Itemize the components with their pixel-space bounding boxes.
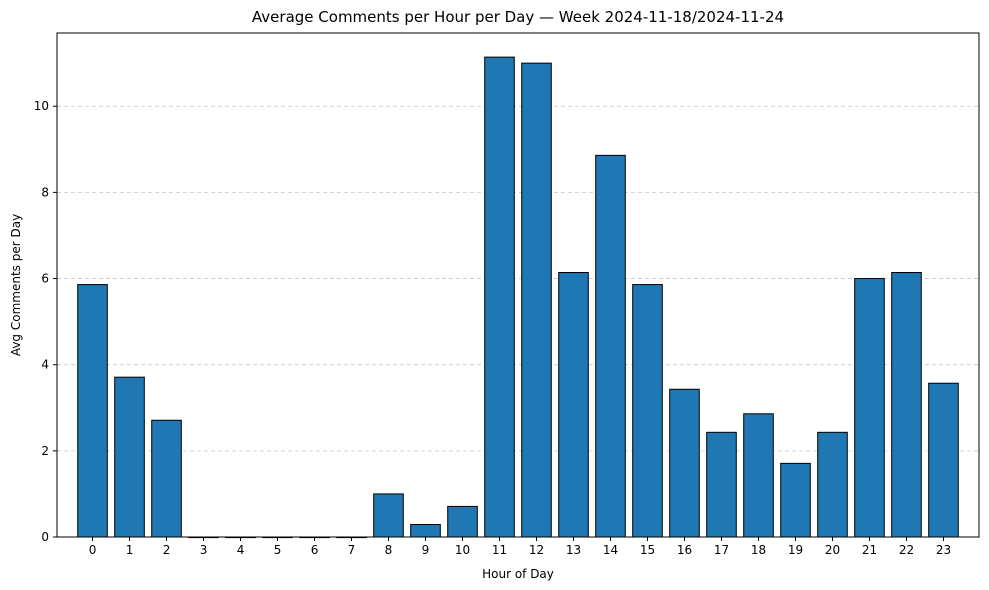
bar-hour-17 [706,431,737,538]
bar-hour-20 [817,431,848,538]
x-tick-label: 22 [899,543,914,557]
bar-hour-0 [77,284,108,538]
x-tick-label: 2 [163,543,171,557]
bar-hour-2 [151,419,182,538]
x-tick-label: 17 [714,543,729,557]
chart-title: Average Comments per Hour per Day — Week… [252,8,784,26]
plot-area-frame [56,32,980,538]
bar-hour-10 [447,505,478,538]
x-tick-label: 10 [455,543,470,557]
bar-hour-18 [743,413,774,538]
bars [77,56,959,539]
bar-hour-13 [558,272,589,538]
y-tick-label: 0 [41,530,49,544]
x-tick-label: 15 [640,543,655,557]
bar-hour-1 [114,376,145,538]
bar-hour-16 [669,388,700,538]
x-tick-label: 7 [348,543,356,557]
bar-hour-14 [595,154,626,538]
bar-hour-22 [891,272,922,538]
bar-hour-11 [484,56,515,538]
x-tick-label: 1 [126,543,134,557]
bar-hour-23 [928,382,959,538]
x-tick-label: 18 [751,543,766,557]
x-tick-label: 13 [566,543,581,557]
bar-hour-21 [854,278,885,538]
x-tick-label: 8 [385,543,393,557]
x-tick-label: 4 [237,543,245,557]
x-tick-label: 16 [677,543,692,557]
grid-lines [57,105,979,452]
bar-hour-15 [632,284,663,538]
x-tick-label: 12 [529,543,544,557]
y-tick-label: 4 [41,358,49,372]
x-tick-label: 11 [492,543,507,557]
x-tick-label: 23 [936,543,951,557]
bar-hour-12 [521,62,552,538]
x-axis-label: Hour of Day [482,567,554,581]
x-tick-label: 20 [825,543,840,557]
y-axis-label: Avg Comments per Day [9,214,23,356]
x-tick-label: 5 [274,543,282,557]
x-tick-label: 6 [311,543,319,557]
y-tick-label: 10 [34,99,49,113]
x-tick-label: 0 [89,543,97,557]
bar-hour-8 [373,493,404,538]
x-tick-label: 14 [603,543,618,557]
y-tick-label: 6 [41,272,49,286]
x-tick-label: 3 [200,543,208,557]
x-tick-label: 21 [862,543,877,557]
x-axis-ticks: 0 1 2 3 4 5 6 7 8 9 10 11 12 13 14 15 16 17 18 19 20 21 22 23 [89,537,951,557]
y-tick-label: 2 [41,444,49,458]
x-tick-label: 19 [788,543,803,557]
x-tick-label: 9 [422,543,430,557]
bar-hour-19 [780,462,811,538]
y-tick-label: 8 [41,185,49,199]
y-axis-ticks: 0 2 4 6 8 10 [34,99,57,544]
bar-hour-9 [410,524,441,538]
